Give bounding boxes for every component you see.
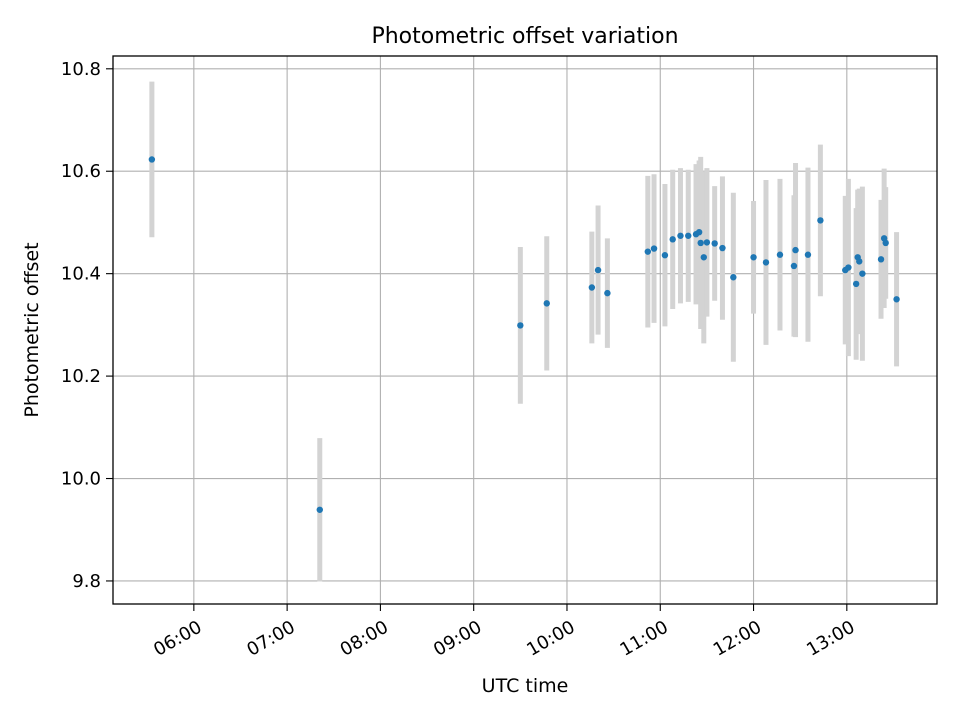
data-point xyxy=(697,239,704,247)
data-point xyxy=(316,506,323,513)
data-point xyxy=(790,262,798,270)
data-point xyxy=(750,254,757,261)
data-point xyxy=(877,256,885,263)
data-point xyxy=(856,258,863,265)
y-tick-label: 10.4 xyxy=(61,264,101,285)
data-point xyxy=(845,264,852,271)
data-point xyxy=(661,252,669,259)
y-tick-label: 10.2 xyxy=(61,366,101,387)
data-point xyxy=(893,296,900,303)
data-point xyxy=(677,232,684,239)
data-point xyxy=(719,244,726,252)
data-point xyxy=(644,248,652,255)
plot-frame xyxy=(112,55,938,605)
data-point xyxy=(817,217,824,224)
data-point xyxy=(604,289,611,297)
data-point xyxy=(730,274,737,281)
x-axis-label: UTC time xyxy=(482,675,569,697)
data-points xyxy=(148,156,900,513)
data-point xyxy=(695,228,703,236)
data-point xyxy=(703,239,711,246)
y-axis-label: Photometric offset xyxy=(21,242,43,417)
data-point xyxy=(588,284,596,291)
data-point xyxy=(711,240,718,247)
data-point xyxy=(148,156,156,163)
data-point xyxy=(776,251,784,258)
data-point xyxy=(594,266,602,274)
data-point xyxy=(700,254,707,261)
y-tick-label: 10.6 xyxy=(61,161,101,182)
data-point xyxy=(804,251,812,258)
y-tick-label: 10.0 xyxy=(61,469,101,490)
data-point xyxy=(685,232,692,239)
grid-lines xyxy=(113,56,937,604)
data-point xyxy=(882,239,889,247)
chart-title: Photometric offset variation xyxy=(371,24,678,49)
data-point xyxy=(669,236,676,243)
data-point xyxy=(792,246,799,254)
y-tick-label: 9.8 xyxy=(72,571,101,592)
data-point xyxy=(543,300,550,307)
data-point xyxy=(852,280,860,288)
y-tick-label: 10.8 xyxy=(61,59,101,80)
data-point xyxy=(650,245,658,252)
data-point xyxy=(859,270,866,277)
data-point xyxy=(517,322,524,329)
y-axis-ticks: 9.8 10.0 10.2 10.4 10.6 10.8 xyxy=(61,59,113,592)
data-point xyxy=(762,259,770,266)
